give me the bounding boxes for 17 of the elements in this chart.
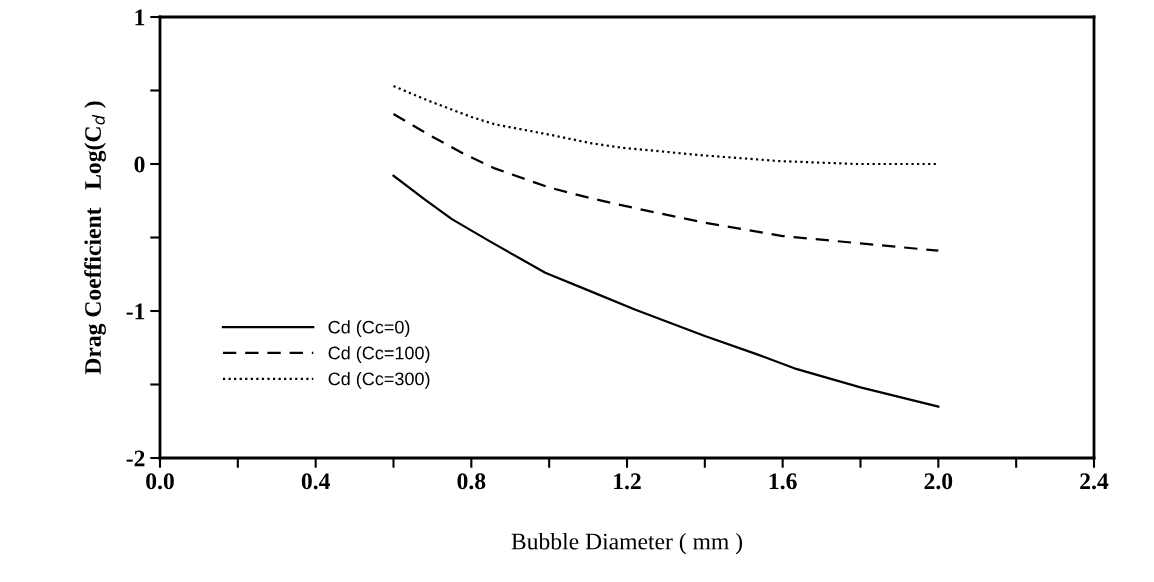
y-axis-title: Drag Coefficient Log(C$_{d}$ ) — [84, 101, 106, 375]
y-tick-label: -2 — [126, 450, 145, 467]
y-tick-label: -1 — [126, 303, 145, 320]
x-axis-title: Bubble Diameter ( mm ) — [511, 532, 743, 555]
x-tick-label: 0.0 — [146, 473, 174, 490]
x-tick-label: 2.0 — [924, 473, 953, 490]
legend-label: Cd (Cc=0) — [328, 320, 410, 338]
x-tick-label: 0.4 — [301, 473, 330, 490]
line-series — [392, 112, 940, 252]
y-tick-label: 0 — [134, 156, 145, 173]
legend-label: Cd (Cc=100) — [328, 346, 430, 363]
legend-label: Cd (Cc=300) — [328, 372, 430, 389]
x-tick-label: 1.6 — [769, 473, 797, 490]
x-tick-label: 1.2 — [614, 473, 641, 490]
y-tick-label: 1 — [135, 9, 145, 26]
x-tick-label: 0.8 — [457, 473, 486, 490]
x-tick-label: 2.4 — [1080, 473, 1109, 490]
